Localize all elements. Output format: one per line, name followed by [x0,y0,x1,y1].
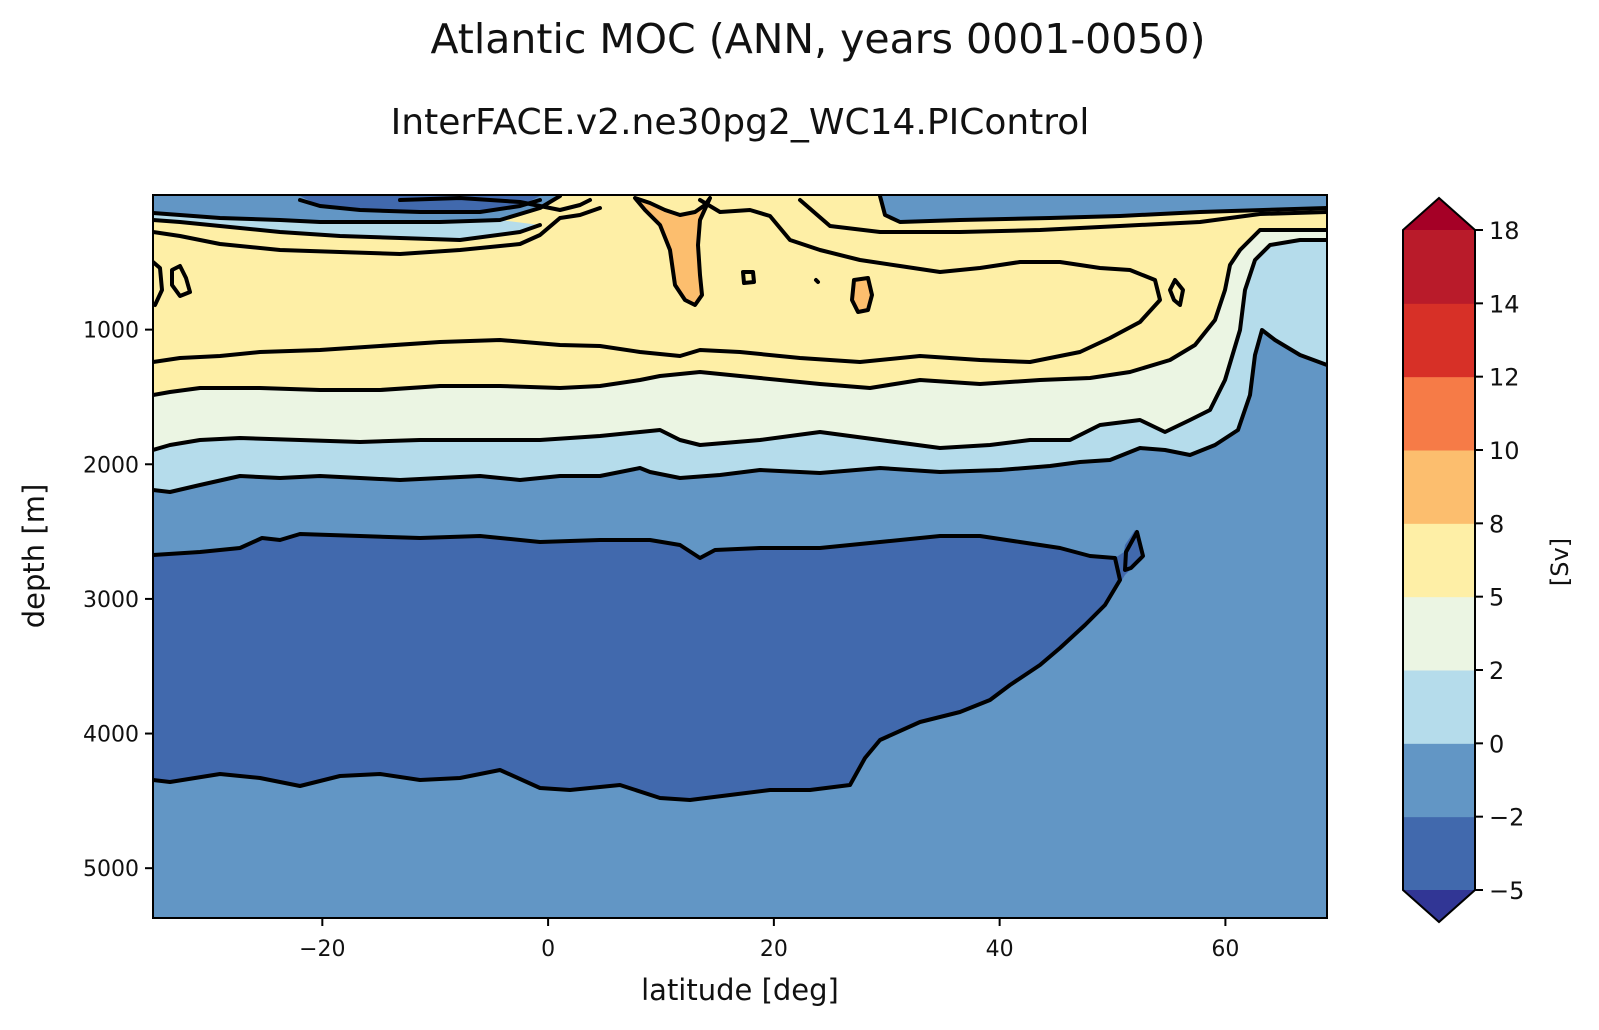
region-8-10-column [635,198,710,305]
colorbar-tick-label: 5 [1489,584,1504,612]
colorbar-segment [1403,523,1475,598]
colorbar-segment [1403,596,1475,671]
y-tick-label: 4000 [83,723,139,748]
chart-title: Atlantic MOC (ANN, years 0001-0050) [430,15,1205,63]
colorbar-tick-label: −5 [1489,877,1524,905]
region-8-10-spot [852,278,872,312]
y-tick-label: 2000 [83,453,139,478]
contour-blob-west [153,260,164,307]
colorbar: −5 −2 0 2 5 8 10 12 14 18 [1402,196,1524,924]
colorbar-label: [Sv] [1546,538,1574,586]
x-tick-label: 20 [760,937,788,962]
chart-subtitle: InterFACE.v2.ne30pg2_WC14.PIControl [391,102,1090,143]
contour-neg5-top [298,198,542,214]
colorbar-tick-label: 18 [1489,217,1520,245]
contour-neg2-notch [1123,530,1145,572]
colorbar-segment [1403,743,1475,818]
contour-0-north [798,198,1327,234]
contour-top-surface [398,196,592,212]
y-tick-label: 5000 [83,857,139,882]
contour-8-spot [850,276,874,314]
y-axis-label: depth [m] [17,484,51,629]
colorbar-segment [1403,450,1475,524]
colorbar-tick-label: 12 [1489,364,1520,392]
contour-lines [153,195,1327,802]
colorbar-tick-label: 8 [1489,510,1504,538]
x-axis-ticks: −20 0 20 40 60 [299,918,1239,962]
colorbar-segment [1403,230,1475,304]
region-neg2-0-top-north [880,196,1327,222]
x-tick-label: 60 [1211,937,1239,962]
contour-0-top [153,218,542,242]
colorbar-tick-label: 0 [1489,730,1504,758]
contour-blob-west2 [170,264,192,298]
contour-2-top [153,206,602,256]
contour-neg2-deep [153,532,1122,802]
colorbar-tick-label: −2 [1489,804,1524,832]
x-tick-label: 0 [541,937,555,962]
contour-neg2-top [153,195,562,224]
colorbar-extend-min [1403,890,1475,922]
colorbar-segment [1403,303,1475,378]
colorbar-tick-label: 14 [1489,290,1520,318]
colorbar-segment [1403,670,1475,744]
plot-frame [152,194,1328,919]
colorbar-segment [1403,816,1475,891]
y-tick-label: 1000 [83,319,139,344]
contour-blob-east [1168,278,1185,307]
colorbar-tick-label: 10 [1489,437,1520,465]
contour-8-column [633,196,712,307]
y-axis-ticks: 1000 2000 3000 4000 5000 [83,319,153,882]
contour-neg2-north [878,195,1327,224]
contour-0 [153,328,1327,494]
colorbar-tick-label: 2 [1489,657,1504,685]
colorbar-extend-max [1403,198,1475,230]
x-axis-label: latitude [deg] [641,973,839,1007]
region-5-8 [153,195,1327,395]
contour-5-upper [153,198,1162,364]
plot-area [153,195,1327,918]
contour-dot [814,278,820,284]
contour-5 [153,228,1327,397]
colorbar-segment [1403,376,1475,451]
x-tick-label: 40 [986,937,1014,962]
x-tick-label: −20 [299,937,345,962]
y-tick-label: 3000 [83,588,139,613]
contour-blob-center [741,270,756,285]
contour-2 [153,238,1327,452]
